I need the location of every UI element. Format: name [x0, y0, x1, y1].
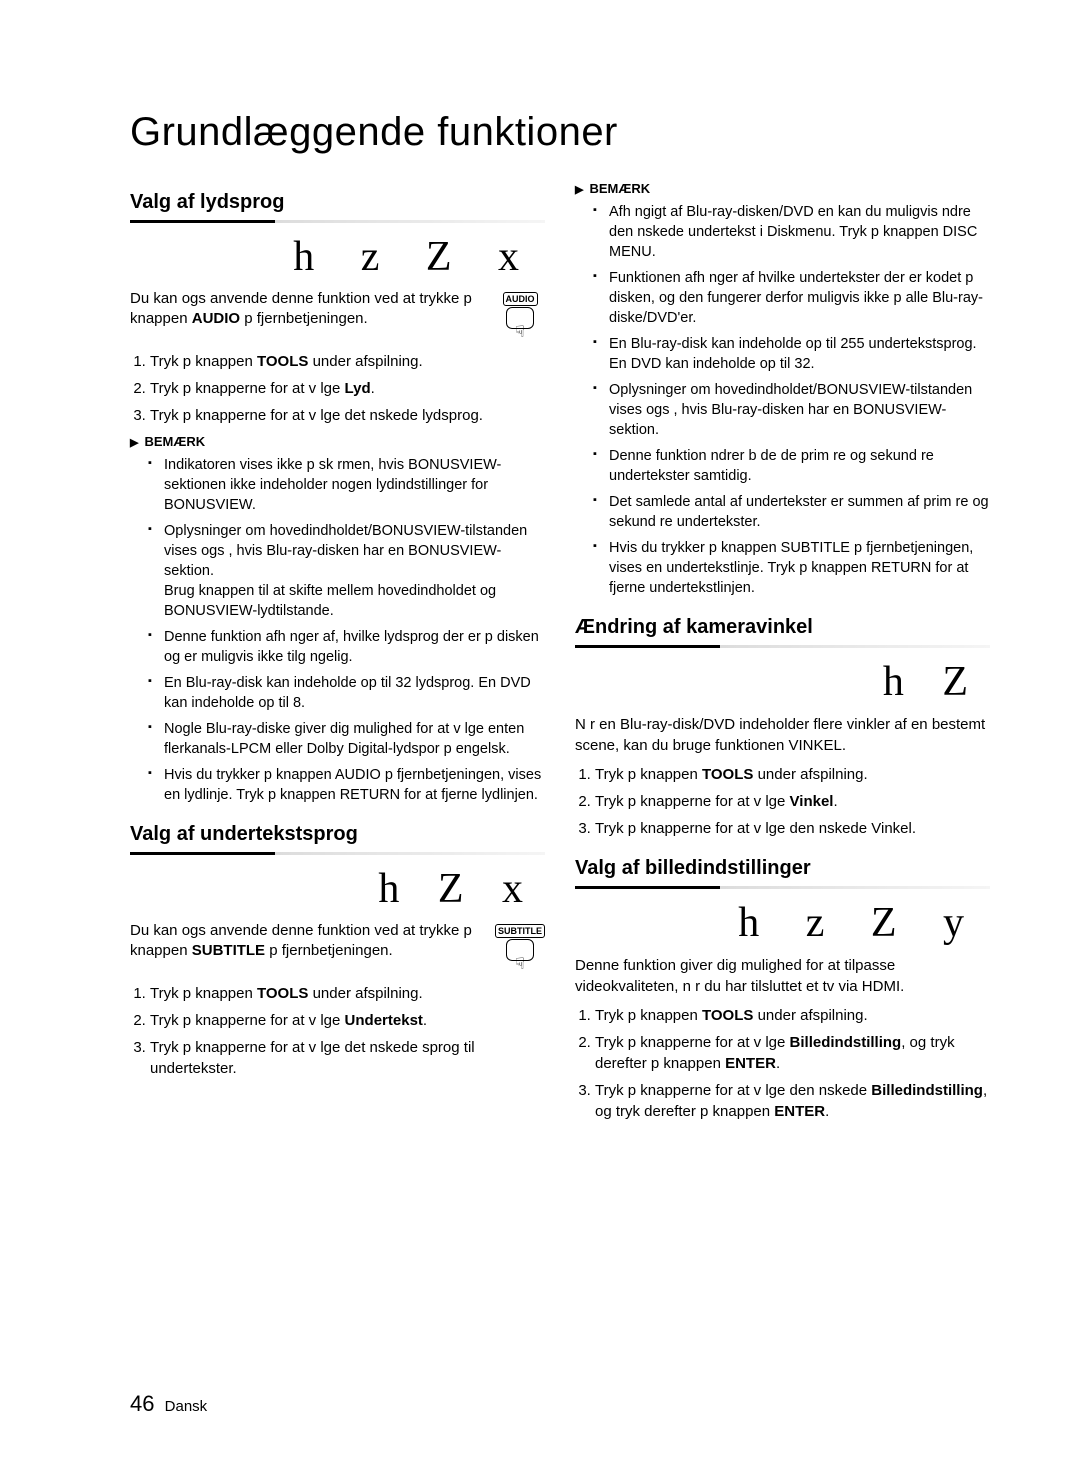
note-item: Hvis du trykker p knappen SUBTITLE p fje… [609, 538, 990, 598]
step: Tryk p knapperne for at v lge det nskede… [150, 405, 545, 426]
note-item: Afh ngigt af Blu-ray-disken/DVD en kan d… [609, 202, 990, 262]
step: Tryk p knappen TOOLS under afspilning. [150, 351, 545, 372]
divider [130, 220, 545, 223]
step: Tryk p knappen TOOLS under afspilning. [150, 983, 545, 1004]
hand-icon: ☟ [495, 325, 545, 341]
manual-page: Grundlæggende funktioner Valg af lydspro… [0, 0, 1080, 1477]
intro-text: N r en Blu-ray-disk/DVD indeholder flere… [575, 714, 990, 756]
remote-button-icon: AUDIO ☟ [495, 289, 545, 341]
note-item: En Blu-ray-disk kan indeholde op til 32 … [164, 673, 545, 713]
note-item: Funktionen afh nger af hvilke undertekst… [609, 268, 990, 328]
step: Tryk p knapperne for at v lge det nskede… [150, 1037, 545, 1079]
disc-type-icons: h Z [575, 658, 990, 706]
hand-icon: ☟ [495, 957, 545, 973]
disc-type-icons: h Z x [130, 865, 545, 913]
page-title: Grundlæggende funktioner [130, 110, 990, 155]
notes-subtitle-cont: Afh ngigt af Blu-ray-disken/DVD en kan d… [575, 202, 990, 598]
disc-type-icons: h z Z x [130, 233, 545, 281]
steps-audio-lang: Tryk p knappen TOOLS under afspilning. T… [130, 351, 545, 426]
note-item: Denne funktion afh nger af, hvilke lydsp… [164, 627, 545, 667]
divider [575, 645, 990, 648]
remote-hint-subtitle: Du kan ogs anvende denne funktion ved at… [130, 921, 545, 973]
note-item: Denne funktion ndrer b de de prim re og … [609, 446, 990, 486]
note-heading: BEMÆRK [575, 181, 990, 196]
remote-hint-audio: Du kan ogs anvende denne funktion ved at… [130, 289, 545, 341]
step: Tryk p knapperne for at v lge den nskede… [595, 1080, 990, 1122]
remote-hint-text: Du kan ogs anvende denne funktion ved at… [130, 289, 483, 330]
left-column: Valg af lydsprog h z Z x Du kan ogs anve… [130, 173, 545, 1130]
note-item: Oplysninger om hovedindholdet/BONUSVIEW-… [164, 521, 545, 621]
note-item: Indikatoren vises ikke p sk rmen, hvis B… [164, 455, 545, 515]
page-language: Dansk [165, 1398, 208, 1415]
note-item: Det samlede antal af undertekster er sum… [609, 492, 990, 532]
section-heading-audio-lang: Valg af lydsprog [130, 191, 545, 214]
disc-type-icons: h z Z y [575, 899, 990, 947]
section-heading-subtitle-lang: Valg af undertekstsprog [130, 823, 545, 846]
intro-text: Denne funktion giver dig mulighed for at… [575, 955, 990, 997]
note-item: Oplysninger om hovedindholdet/BONUSVIEW-… [609, 380, 990, 440]
divider [130, 852, 545, 855]
remote-button-icon: SUBTITLE ☟ [495, 921, 545, 973]
step: Tryk p knapperne for at v lge den nskede… [595, 818, 990, 839]
step: Tryk p knapperne for at v lge Vinkel. [595, 791, 990, 812]
remote-button-label: AUDIO [503, 292, 538, 306]
step: Tryk p knapperne for at v lge Billedinds… [595, 1032, 990, 1074]
page-number: 46 [130, 1391, 154, 1416]
remote-button-label: SUBTITLE [495, 924, 545, 938]
page-footer: 46 Dansk [130, 1391, 207, 1417]
step: Tryk p knapperne for at v lge Undertekst… [150, 1010, 545, 1031]
steps-camera-angle: Tryk p knappen TOOLS under afspilning. T… [575, 764, 990, 839]
step: Tryk p knapperne for at v lge Lyd. [150, 378, 545, 399]
step: Tryk p knappen TOOLS under afspilning. [595, 764, 990, 785]
section-heading-camera-angle: Ændring af kameravinkel [575, 616, 990, 639]
notes-audio-lang: Indikatoren vises ikke p sk rmen, hvis B… [130, 455, 545, 805]
steps-picture-settings: Tryk p knappen TOOLS under afspilning. T… [575, 1005, 990, 1122]
note-item: En Blu-ray-disk kan indeholde op til 255… [609, 334, 990, 374]
note-item: Nogle Blu-ray-diske giver dig mulighed f… [164, 719, 545, 759]
remote-hint-text: Du kan ogs anvende denne funktion ved at… [130, 921, 483, 962]
right-column: BEMÆRK Afh ngigt af Blu-ray-disken/DVD e… [575, 173, 990, 1130]
step: Tryk p knappen TOOLS under afspilning. [595, 1005, 990, 1026]
note-item: Hvis du trykker p knappen AUDIO p fjernb… [164, 765, 545, 805]
note-heading: BEMÆRK [130, 434, 545, 449]
divider [575, 886, 990, 889]
steps-subtitle-lang: Tryk p knappen TOOLS under afspilning. T… [130, 983, 545, 1079]
two-column-layout: Valg af lydsprog h z Z x Du kan ogs anve… [130, 173, 990, 1130]
section-heading-picture-settings: Valg af billedindstillinger [575, 857, 990, 880]
